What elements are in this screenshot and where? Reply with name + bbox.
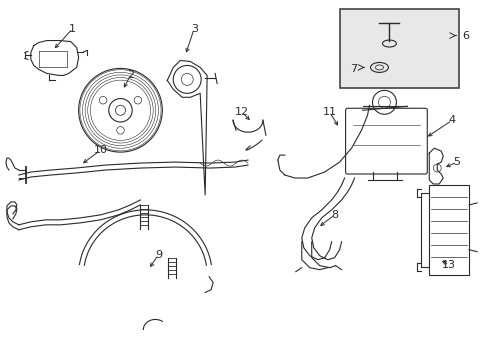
Text: 9: 9 (155, 250, 162, 260)
Text: 3: 3 (190, 24, 197, 33)
Text: 12: 12 (234, 107, 248, 117)
Bar (428, 185, 468, 275)
Text: 6: 6 (462, 31, 468, 41)
FancyBboxPatch shape (345, 108, 427, 174)
Text: 1: 1 (69, 24, 76, 33)
Text: 10: 10 (93, 145, 107, 155)
Text: 4: 4 (447, 115, 455, 125)
Text: 5: 5 (453, 157, 460, 167)
Text: 7: 7 (349, 64, 356, 75)
Text: 8: 8 (330, 210, 338, 220)
Text: 13: 13 (441, 260, 455, 270)
Text: 2: 2 (126, 71, 134, 80)
Bar (339, 9, 458, 88)
Text: 11: 11 (322, 107, 336, 117)
